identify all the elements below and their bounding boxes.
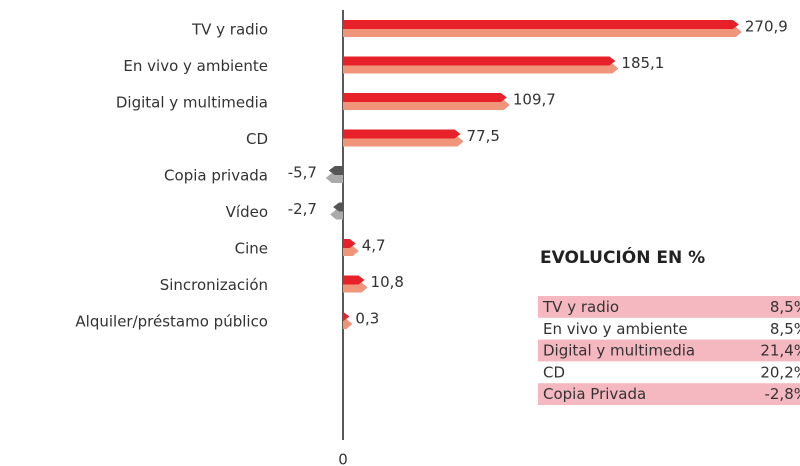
bar-shadow [342,246,359,256]
table-cell: 20,2% [760,363,800,381]
table-cell: 21,4% [760,342,800,360]
bar-shadow [342,319,353,329]
table-cell: Digital y multimedia [543,342,695,360]
category-label: Cine [235,240,268,258]
bar [342,20,739,29]
value-label: 0,3 [355,310,379,328]
value-label: 185,1 [621,54,664,72]
table-cell: 8,5% [770,298,800,316]
bar [342,312,350,321]
value-label: -5,7 [288,164,317,182]
category-label: CD [246,130,268,148]
table-cell: TV y radio [542,298,619,316]
category-label: TV y radio [191,21,268,39]
table-title: EVOLUCIÓN EN % [540,246,705,268]
bar [342,56,616,66]
table-cell: -2,8% [764,385,800,403]
bar-shadow [342,27,742,37]
bar-shadow [342,136,464,147]
table-cell: Copia Privada [543,385,646,403]
bar [342,275,365,285]
bar-shadow [342,282,368,293]
bar-shadow [330,209,343,220]
value-label: 109,7 [513,91,556,109]
table-row-bg [538,296,800,318]
x-tick-label: 0 [338,451,348,466]
bar-shadow [342,63,619,74]
category-label: Digital y multimedia [116,94,268,112]
category-label: Vídeo [226,203,268,221]
bar [342,239,356,248]
table-cell: 8,5% [770,320,800,338]
category-label: En vivo y ambiente [123,57,268,75]
value-label: -2,7 [288,200,317,218]
value-label: 4,7 [362,237,386,255]
table-cell: En vivo y ambiente [543,320,688,338]
category-label: Copia privada [164,167,268,185]
bar [333,202,343,212]
table-cell: CD [543,363,565,381]
value-label: 77,5 [467,127,500,145]
value-label: 270,9 [745,18,788,36]
bar [342,93,507,102]
category-label: Sincronización [160,276,268,294]
bar-shadow [342,100,510,110]
table-row-bg [538,339,800,362]
value-label: 10,8 [371,273,404,291]
bar-shadow [325,173,343,183]
bar [328,166,343,175]
category-label: Alquiler/préstamo público [75,313,268,331]
table-row-bg [538,383,800,405]
bar [342,129,461,139]
